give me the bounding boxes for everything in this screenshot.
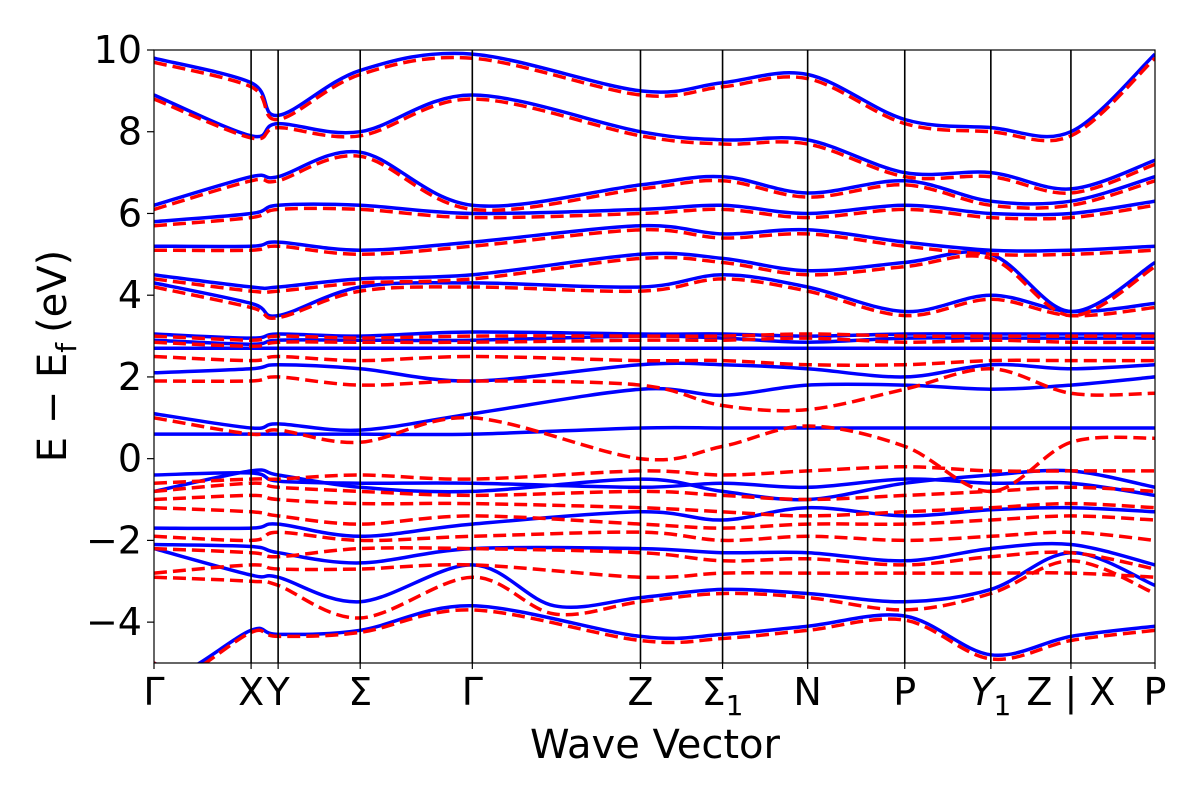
- x-tick-label-6: Σ1: [702, 670, 744, 722]
- y-tick-label-7: 10: [94, 28, 142, 72]
- x-axis-label: Wave Vector: [530, 722, 781, 768]
- x-tick-label-text: Z | X: [1026, 670, 1115, 715]
- y-axis-label: E − Ef (eV): [30, 250, 83, 463]
- x-tick-label-9: Y1: [970, 670, 1011, 722]
- y-tick-label-5: 6: [118, 191, 142, 235]
- x-tick-label-4: Γ: [462, 670, 483, 714]
- x-tick-label-text: P: [1144, 670, 1167, 714]
- x-tick-label-0: Γ: [143, 670, 164, 714]
- y-axis-label-main: E − E: [30, 353, 76, 463]
- x-tick-label-8: P: [893, 670, 916, 714]
- x-tick-label-5: Z: [627, 670, 653, 714]
- x-tick-label-11: P: [1144, 670, 1167, 714]
- y-tick-label-2: 0: [118, 437, 142, 481]
- y-axis-label-subscript: f: [50, 342, 83, 353]
- high-symmetry-lines: [250, 50, 1072, 663]
- x-tick-label-2: Y: [266, 670, 291, 714]
- x-tick-label-subscript: 1: [994, 689, 1012, 722]
- x-tick-label-text: Z: [627, 670, 653, 714]
- x-tick-label-text: Σ: [702, 670, 726, 714]
- plot-frame: [153, 49, 1156, 664]
- band-line-dashed-20: [154, 55, 1155, 143]
- y-tick-label-3: 2: [118, 355, 142, 399]
- y-axis-ticks: −4 −2 0 2 4 6 8 10: [86, 28, 154, 644]
- band-line-dashed-0: [154, 608, 1155, 663]
- x-tick-label-3: Σ: [348, 670, 372, 714]
- x-tick-label-text: Y: [970, 670, 996, 714]
- y-tick-label-1: −2: [86, 518, 142, 562]
- x-tick-label-subscript: 1: [726, 689, 744, 722]
- y-tick-label-0: −4: [86, 600, 142, 644]
- x-tick-label-1: X: [238, 670, 264, 714]
- y-tick-label-6: 8: [118, 110, 142, 154]
- x-tick-label-text: X: [238, 670, 264, 714]
- x-tick-label-10: Z | X: [1026, 670, 1115, 715]
- x-tick-label-text: Γ: [143, 670, 164, 714]
- x-tick-label-text: Y: [266, 670, 291, 714]
- band-line-dashed-14: [154, 277, 1155, 320]
- y-tick-label-4: 4: [118, 273, 142, 317]
- x-tick-label-text: P: [893, 670, 916, 714]
- x-tick-label-7: N: [793, 670, 821, 714]
- x-tick-label-text: Γ: [462, 670, 483, 714]
- x-tick-label-text: Σ: [348, 670, 372, 714]
- x-tick-label-text: N: [793, 670, 821, 714]
- y-axis-label-unit: (eV): [30, 250, 76, 333]
